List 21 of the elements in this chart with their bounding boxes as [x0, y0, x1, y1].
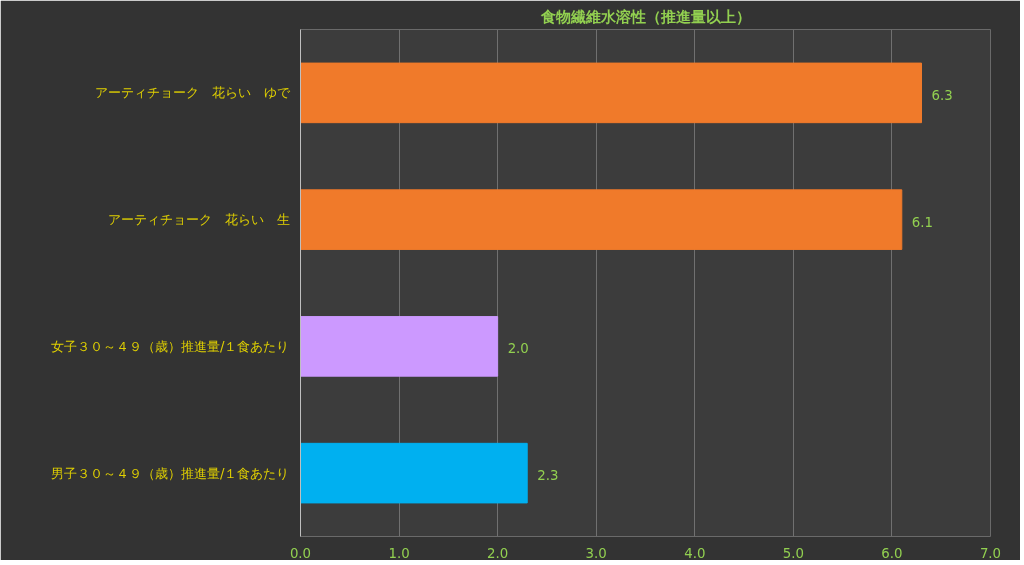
data-label: 2.3 — [537, 468, 559, 484]
x-tick-label: 2.0 — [487, 545, 509, 561]
x-tick-label: 1.0 — [388, 545, 410, 561]
y-tick-label: アーティチョーク 花らい 生 — [107, 212, 290, 228]
data-label: 6.1 — [911, 214, 933, 230]
chart-title: 食物繊維水溶性（推進量以上） — [539, 7, 751, 25]
bar — [300, 189, 903, 250]
data-label: 6.3 — [931, 87, 953, 103]
y-tick-label: 女子３０～４９（歳）推進量/１食あたり — [51, 338, 290, 354]
x-tick-label: 3.0 — [585, 545, 607, 561]
data-label: 2.0 — [507, 341, 529, 357]
y-tick-label: 男子３０～４９（歳）推進量/１食あたり — [51, 465, 290, 481]
bar — [300, 442, 528, 504]
x-tick-label: 6.0 — [881, 545, 903, 561]
x-tick-label: 4.0 — [684, 545, 706, 561]
x-tick-label: 5.0 — [782, 545, 804, 561]
bar — [300, 316, 499, 377]
bar — [300, 62, 922, 124]
y-tick-label: アーティチョーク 花らい ゆで — [94, 85, 291, 101]
x-tick-label: 0.0 — [289, 545, 312, 561]
x-tick-label: 7.0 — [979, 545, 1002, 561]
